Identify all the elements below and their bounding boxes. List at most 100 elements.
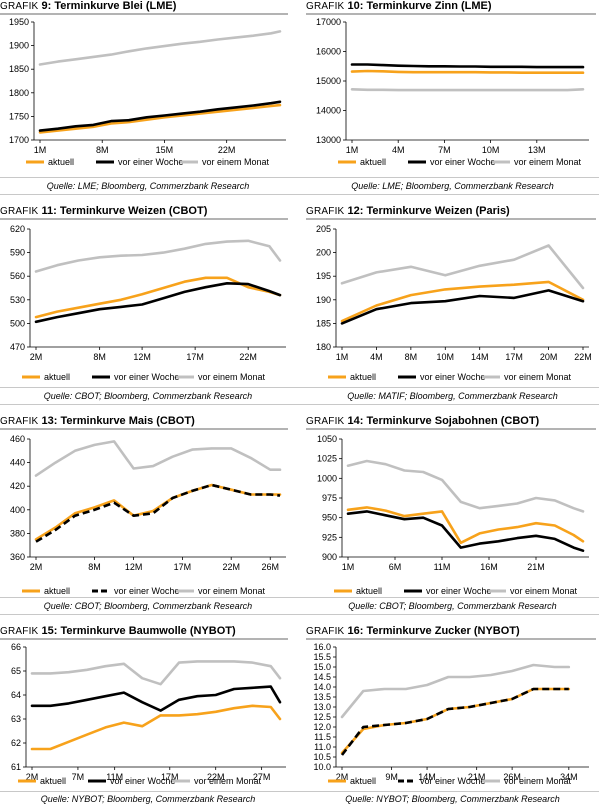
chart-panel-g15: GRAFIK 15: Terminkurve Baumwolle (NYBOT)… — [0, 625, 296, 806]
x-tick-label: 1M — [342, 562, 355, 572]
x-tick-label: 22M — [207, 772, 225, 782]
x-tick-label: 17M — [161, 772, 179, 782]
series-line-monat — [350, 88, 585, 92]
series-line-monat — [38, 30, 282, 66]
x-tick-label: 14M — [418, 772, 436, 782]
x-tick-label: 12M — [125, 562, 143, 572]
y-tick-label: 900 — [322, 552, 337, 562]
legend-label-woche: vor einer Woche — [420, 776, 485, 786]
legend-label-aktuell: aktuell — [48, 157, 74, 167]
x-tick-label: 22M — [222, 562, 240, 572]
y-tick-label: 1000 — [317, 473, 337, 483]
chart-title: GRAFIK 14: Terminkurve Sojabohnen (CBOT) — [306, 415, 540, 427]
y-tick-label: 1025 — [317, 454, 337, 464]
y-tick-label: 560 — [10, 271, 25, 281]
source-divider — [0, 387, 599, 388]
series-line-woche — [34, 281, 282, 324]
chart-title: GRAFIK 10: Terminkurve Zinn (LME) — [306, 0, 492, 12]
legend-label-woche: vor einer Woche — [114, 586, 179, 596]
y-tick-label: 440 — [10, 458, 25, 468]
y-tick-label: 420 — [10, 481, 25, 491]
x-tick-label: 17M — [174, 562, 192, 572]
x-tick-label: 6M — [389, 562, 402, 572]
legend-label-monat: vor einem Monat — [514, 157, 582, 167]
series-line-woche — [35, 483, 281, 543]
title-divider — [306, 638, 596, 640]
chart-svg-g14: 900 925 950 975 1000 1025 1050 1M 6M 11M 16M 21M akt… — [317, 434, 589, 596]
x-tick-label: 21M — [468, 772, 486, 782]
series-line-aktuell — [346, 506, 585, 545]
x-tick-label: 34M — [560, 772, 578, 782]
series-line-woche — [340, 289, 585, 325]
series-line-monat — [34, 239, 282, 273]
y-tick-label: 205 — [316, 224, 331, 234]
y-tick-label: 11.5 — [314, 732, 331, 742]
series-line-monat — [340, 244, 585, 290]
y-tick-label: 12.0 — [313, 722, 331, 732]
x-tick-label: 22M — [239, 352, 257, 362]
y-tick-label: 1050 — [317, 434, 337, 444]
series-line-woche — [30, 685, 282, 712]
x-tick-label: 22M — [574, 352, 592, 362]
legend-label-aktuell: aktuell — [356, 586, 382, 596]
y-tick-label: 13.5 — [313, 692, 331, 702]
series-line-aktuell — [350, 69, 585, 75]
x-tick-label: 15M — [156, 145, 174, 155]
x-tick-label: 1M — [346, 145, 359, 155]
y-tick-label: 1700 — [9, 135, 29, 145]
x-tick-label: 14M — [471, 352, 489, 362]
series-line-aktuell — [38, 103, 282, 134]
x-tick-label: 4M — [370, 352, 383, 362]
series-line-aktuell — [340, 687, 571, 755]
y-tick-label: 14.0 — [313, 682, 331, 692]
x-tick-label: 7M — [438, 145, 451, 155]
x-tick-label: 11M — [106, 772, 123, 782]
title-divider — [0, 638, 288, 640]
y-tick-label: 190 — [316, 295, 331, 305]
y-tick-label: 500 — [10, 318, 25, 328]
source-divider — [0, 194, 599, 195]
chart-panel-g16: GRAFIK 16: Terminkurve Zucker (NYBOT) 10… — [306, 625, 599, 806]
y-tick-label: 14000 — [316, 106, 341, 116]
y-tick-label: 10.0 — [313, 762, 331, 772]
y-tick-label: 1850 — [9, 64, 29, 74]
source-divider — [0, 614, 599, 615]
source-divider — [0, 791, 599, 792]
y-tick-label: 620 — [10, 224, 25, 234]
y-tick-label: 185 — [316, 318, 331, 328]
x-tick-label: 2M — [30, 352, 43, 362]
legend-label-monat: vor einem Monat — [198, 372, 266, 382]
y-tick-label: 10.5 — [313, 752, 331, 762]
legend-label-monat: vor einem Monat — [504, 776, 572, 786]
legend-label-monat: vor einem Monat — [504, 372, 572, 382]
x-tick-label: 21M — [527, 562, 545, 572]
y-tick-label: 13.0 — [313, 702, 331, 712]
y-tick-label: 13000 — [316, 135, 341, 145]
y-tick-label: 1750 — [9, 111, 29, 121]
legend-label-woche: vor einer Woche — [114, 372, 179, 382]
x-tick-label: 7M — [72, 772, 85, 782]
y-tick-label: 400 — [10, 505, 25, 515]
x-tick-label: 27M — [253, 772, 271, 782]
legend-label-woche: vor einer Woche — [426, 586, 491, 596]
y-tick-label: 460 — [10, 434, 25, 444]
legend-label-monat: vor einem Monat — [194, 776, 262, 786]
title-divider — [306, 13, 596, 15]
x-tick-label: 1M — [336, 352, 349, 362]
legend-label-aktuell: aktuell — [44, 372, 70, 382]
y-tick-label: 15.0 — [313, 662, 331, 672]
title-divider — [0, 218, 288, 220]
series-line-woche — [340, 687, 569, 756]
x-tick-label: 2M — [30, 562, 43, 572]
y-tick-label: 14.5 — [313, 672, 331, 682]
y-tick-label: 11.0 — [314, 742, 331, 752]
x-tick-label: 10M — [482, 145, 500, 155]
source-note: Quelle: CBOT; Bloomberg, Commerzbank Res… — [348, 601, 557, 611]
series-line-monat — [34, 440, 282, 477]
y-tick-label: 470 — [10, 342, 25, 352]
y-tick-label: 61 — [11, 762, 21, 772]
x-tick-label: 20M — [540, 352, 558, 362]
y-tick-label: 180 — [316, 342, 331, 352]
legend-label-aktuell: aktuell — [40, 776, 66, 786]
source-note: Quelle: MATIF; Bloomberg, Commerzbank Re… — [347, 391, 558, 401]
